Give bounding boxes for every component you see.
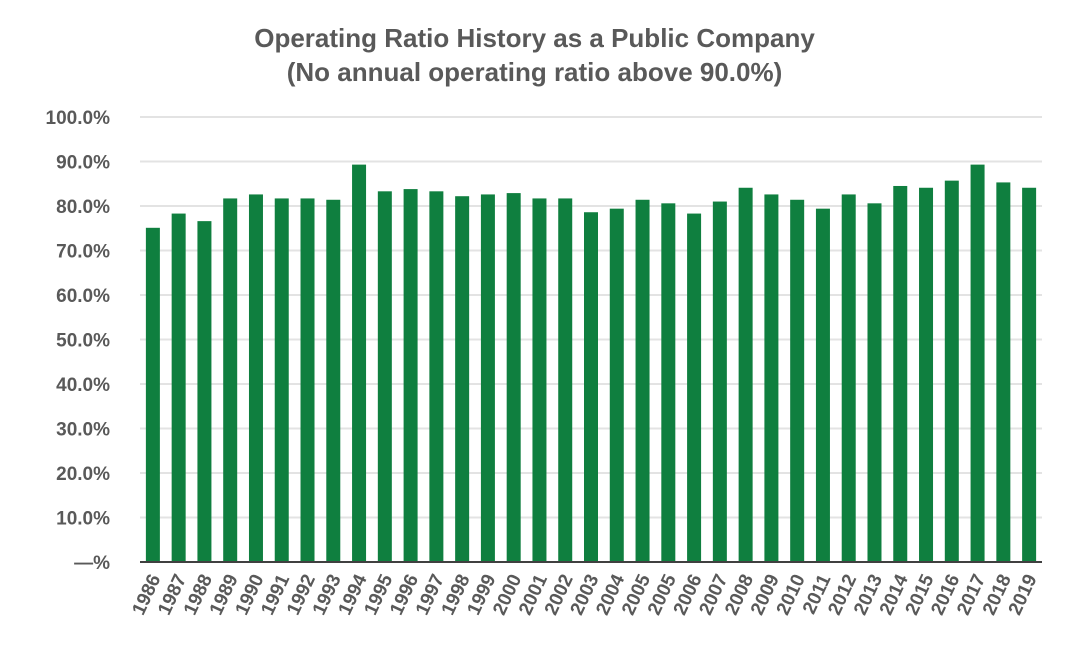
y-tick-label: 100.0% — [46, 108, 111, 129]
bar — [919, 187, 934, 562]
chart-subtitle: (No annual operating ratio above 90.0%) — [286, 57, 783, 87]
bar — [480, 194, 495, 562]
y-tick-label: 30.0% — [56, 420, 110, 441]
bar — [841, 194, 856, 562]
bar — [326, 199, 341, 562]
bar — [403, 189, 418, 562]
bar — [429, 191, 444, 562]
bar — [145, 227, 160, 562]
bar — [248, 194, 263, 562]
bar — [352, 164, 367, 563]
y-tick-label: 20.0% — [56, 464, 110, 485]
bar — [532, 198, 547, 562]
bar — [970, 164, 985, 563]
y-tick-label: 60.0% — [56, 286, 110, 307]
y-tick-label: 40.0% — [56, 375, 110, 396]
bar — [223, 198, 238, 562]
bar — [815, 208, 830, 563]
bar — [996, 182, 1011, 563]
bar — [455, 196, 470, 562]
bar — [197, 221, 212, 562]
bar — [764, 194, 779, 562]
bar — [171, 213, 186, 562]
bar — [738, 187, 753, 562]
bar — [661, 203, 676, 562]
bar — [893, 185, 908, 562]
bar — [712, 201, 727, 563]
bar — [635, 199, 650, 562]
y-tick-label: 70.0% — [56, 242, 110, 263]
y-tick-label: 50.0% — [56, 331, 110, 352]
y-tick-label: —% — [74, 553, 110, 574]
bar — [274, 198, 289, 562]
bar — [1022, 187, 1037, 562]
chart-title: Operating Ratio History as a Public Comp… — [254, 23, 815, 53]
bar — [300, 198, 315, 562]
bar — [506, 193, 521, 562]
bar — [687, 213, 702, 562]
bar — [790, 199, 805, 562]
bar — [867, 203, 882, 562]
bar — [558, 198, 573, 562]
y-tick-label: 80.0% — [56, 197, 110, 218]
bar — [609, 208, 624, 563]
bar — [584, 212, 598, 563]
y-tick-label: 90.0% — [56, 153, 110, 174]
y-tick-label: 10.0% — [56, 509, 110, 530]
bar — [944, 180, 959, 562]
bar — [377, 191, 392, 562]
